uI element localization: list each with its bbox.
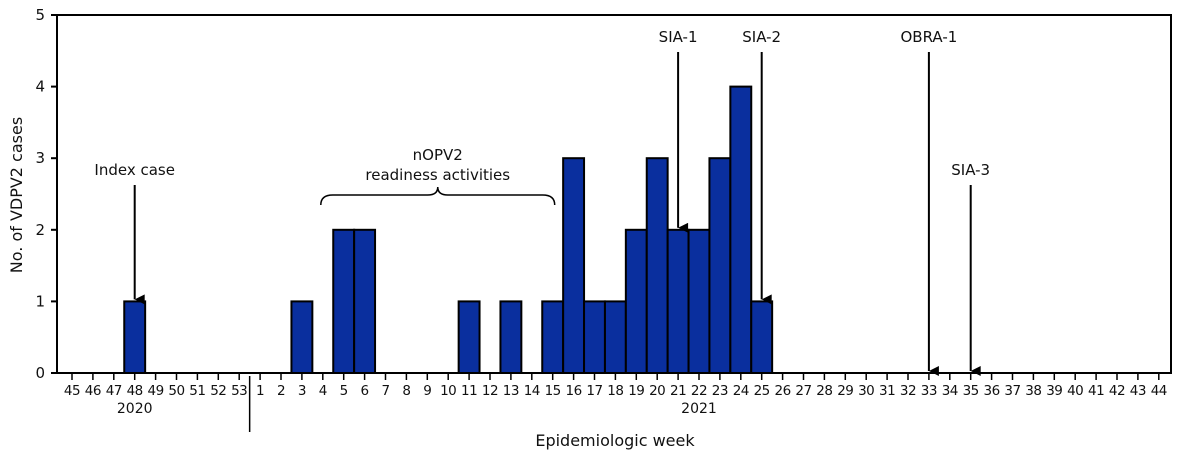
annotation-label: SIA-1 [659,28,698,46]
bar-week-18 [603,300,627,374]
x-tick-label: 4 [319,383,327,399]
x-tick-label: 9 [423,383,431,399]
x-tick-label: 22 [691,383,707,399]
y-tick-label: 3 [35,149,45,167]
y-tick-label: 2 [35,221,45,239]
x-tick-label: 53 [231,383,247,399]
x-tick-label: 50 [168,383,184,399]
annotation-label: readiness activities [365,166,510,184]
x-tick-label: 49 [148,383,164,399]
x-tick-label: 38 [1025,383,1041,399]
bar-week-48 [123,300,147,374]
y-tick-label: 5 [35,6,45,24]
y-tick-label: 0 [35,364,45,382]
x-tick-label: 51 [189,383,205,399]
x-tick-label: 2 [277,383,285,399]
y-axis-label: No. of VDPV2 cases [7,117,26,273]
annotation-brace [320,186,556,206]
x-tick-label: 27 [795,383,811,399]
x-tick-label: 46 [85,383,101,399]
x-tick-label: 42 [1109,383,1125,399]
x-tick-label: 29 [837,383,853,399]
x-tick-label: 16 [566,383,582,399]
x-tick-label: 18 [607,383,623,399]
x-tick-label: 47 [106,383,122,399]
bar-week-22 [687,228,711,374]
x-tick-label: 31 [879,383,895,399]
bar-week-16 [562,157,586,374]
y-tick-label: 1 [35,292,45,310]
x-tick-label: 48 [127,383,143,399]
bar-week-24 [729,85,753,374]
x-tick-label: 21 [670,383,686,399]
x-tick-label: 8 [402,383,410,399]
annotation-label: nOPV2 [413,146,463,164]
x-tick-label: 32 [900,383,916,399]
x-tick-label: 34 [942,383,958,399]
bar-week-19 [624,228,648,374]
x-tick-label: 20 [649,383,665,399]
annotation-label: Index case [94,161,175,179]
x-tick-label: 28 [816,383,832,399]
x-tick-label: 13 [503,383,519,399]
x-tick-label: 39 [1046,383,1062,399]
x-tick-label: 1 [256,383,264,399]
x-tick-label: 26 [775,383,791,399]
x-tick-label: 37 [1004,383,1020,399]
bar-week-15 [541,300,565,374]
x-tick-label: 40 [1067,383,1083,399]
bar-week-13 [499,300,523,374]
plot-frame [56,14,1172,374]
bar-week-17 [583,300,606,374]
x-tick-label: 12 [482,383,498,399]
year-label-2020: 2020 [117,401,153,417]
x-tick-label: 36 [984,383,1000,399]
x-tick-label: 15 [545,383,561,399]
bar-week-11 [457,300,481,374]
x-tick-label: 30 [858,383,874,399]
y-tick-label: 4 [35,78,45,96]
annotation-label: SIA-3 [951,161,990,179]
x-axis-label: Epidemiologic week [535,431,695,450]
x-tick-label: 6 [361,383,369,399]
bar-week-5 [332,228,356,374]
annotation-label: OBRA-1 [900,28,957,46]
x-tick-label: 41 [1088,383,1104,399]
x-tick-label: 24 [733,383,749,399]
x-tick-label: 14 [524,383,540,399]
x-tick-label: 10 [440,383,456,399]
x-tick-label: 52 [210,383,226,399]
x-tick-label: 17 [586,383,602,399]
x-tick-label: 23 [712,383,728,399]
bar-week-20 [645,157,669,374]
x-tick-label: 33 [921,383,937,399]
bar-week-21 [666,228,690,374]
x-tick-label: 44 [1151,383,1167,399]
year-label-2021: 2021 [681,401,717,417]
x-tick-label: 3 [298,383,306,399]
bar-week-6 [353,228,377,374]
x-tick-label: 25 [754,383,770,399]
x-tick-label: 45 [64,383,80,399]
x-tick-label: 19 [628,383,644,399]
x-tick-label: 35 [963,383,979,399]
bar-week-23 [708,157,732,374]
x-tick-label: 5 [340,383,348,399]
bar-week-3 [290,300,314,374]
x-tick-label: 7 [381,383,389,399]
x-tick-label: 43 [1130,383,1146,399]
x-tick-label: 11 [461,383,477,399]
annotation-label: SIA-2 [742,28,781,46]
bar-week-25 [750,300,774,374]
